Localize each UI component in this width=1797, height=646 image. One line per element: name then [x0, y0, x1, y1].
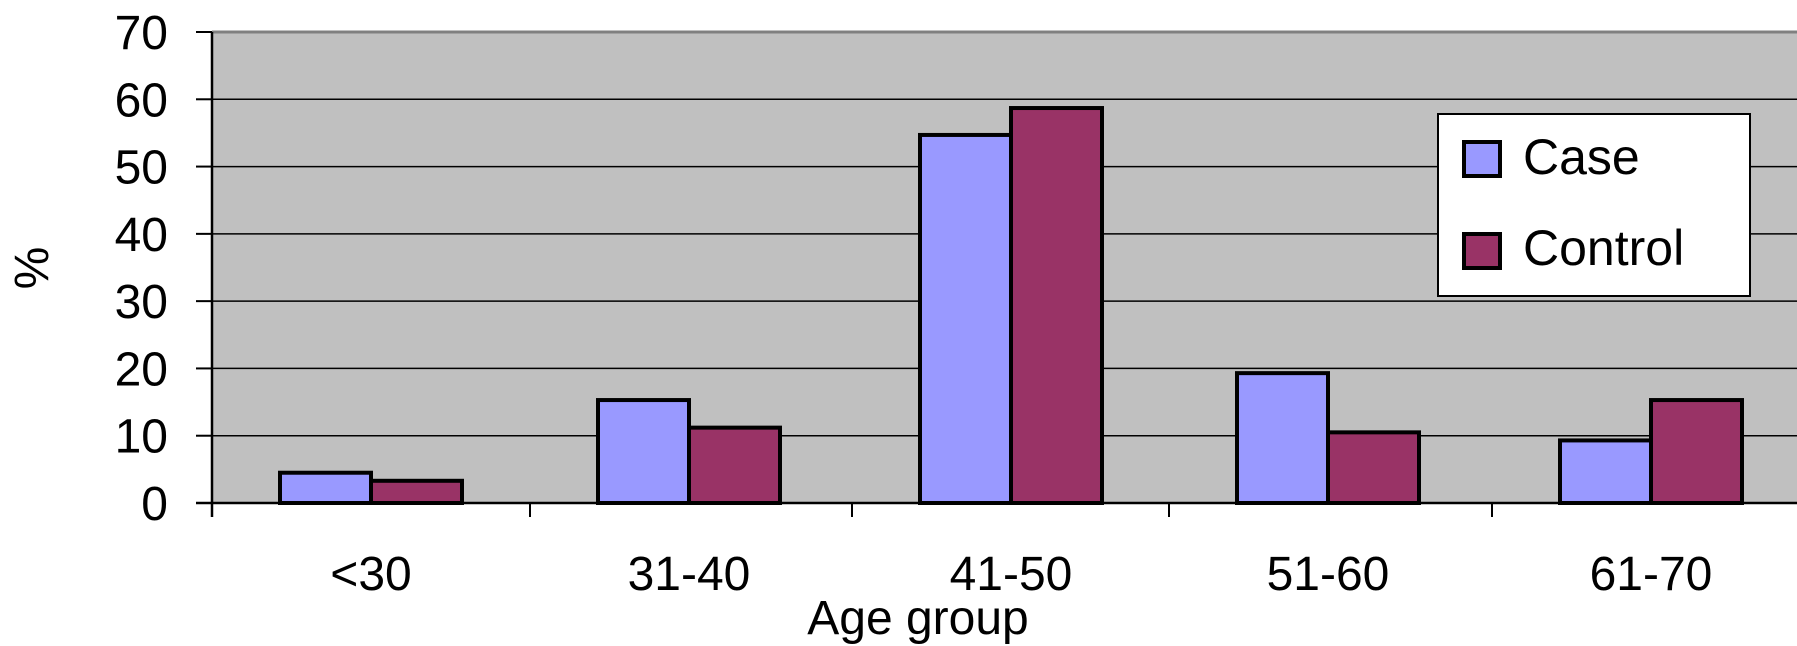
y-tick-label: 30: [115, 276, 168, 329]
legend-swatch-control: [1462, 232, 1502, 270]
y-axis-label: %: [6, 247, 59, 290]
bar-case-4: [1558, 438, 1653, 505]
legend-swatch-case: [1462, 140, 1502, 178]
x-tick-label: 31-40: [628, 548, 751, 601]
bar-control-3: [1326, 430, 1421, 506]
y-tick-label: 10: [115, 411, 168, 464]
x-tick-label: 51-60: [1267, 548, 1390, 601]
x-axis-tick-labels: <30 31-40 41-50 51-60 61-70: [330, 548, 1712, 601]
y-tick-label: 40: [115, 209, 168, 262]
axes: [196, 31, 1797, 517]
bar-case-3: [1235, 371, 1330, 506]
bar-control-0: [369, 478, 464, 506]
legend: Case Control: [1437, 113, 1751, 297]
legend-label-control: Control: [1523, 220, 1684, 276]
bar-case-1: [596, 398, 691, 505]
bar-control-1: [687, 425, 782, 506]
bar-control-4: [1649, 398, 1744, 505]
bar-case-2: [918, 132, 1013, 505]
x-axis-label: Age group: [807, 592, 1029, 645]
bar-case-0: [278, 470, 373, 506]
y-tick-label: 60: [115, 74, 168, 127]
x-tick-label: 61-70: [1590, 548, 1713, 601]
bar-control-2: [1009, 106, 1104, 505]
bars: [278, 106, 1744, 506]
x-tick-label: 41-50: [950, 548, 1073, 601]
y-tick-label: 20: [115, 343, 168, 396]
y-tick-label: 70: [115, 7, 168, 60]
y-axis-tick-labels: 0 10 20 30 40 50 60 70: [115, 7, 168, 531]
y-tick-label: 0: [141, 478, 168, 531]
legend-label-case: Case: [1523, 129, 1640, 185]
y-tick-label: 50: [115, 142, 168, 195]
x-tick-label: <30: [330, 548, 411, 601]
